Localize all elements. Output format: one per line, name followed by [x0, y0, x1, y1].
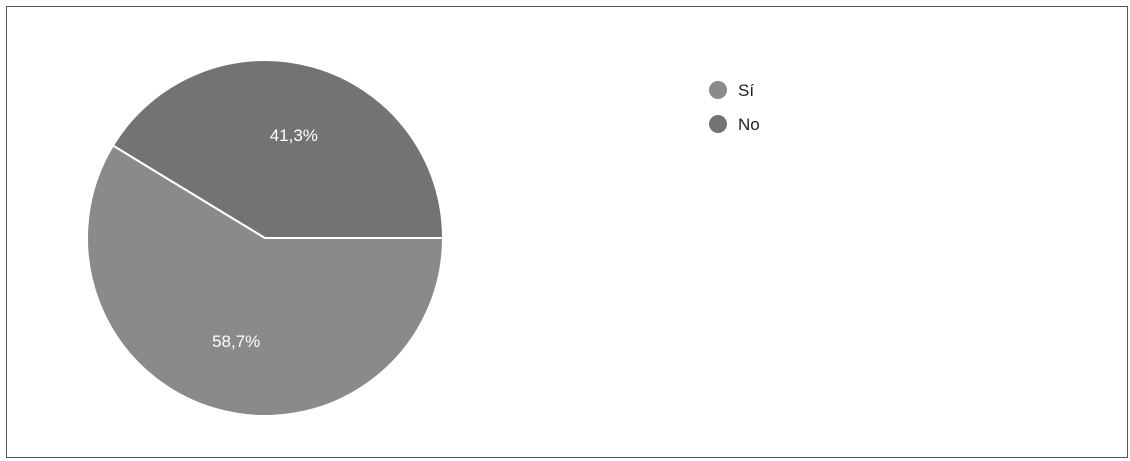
legend-label: No — [738, 115, 760, 134]
legend-swatch — [709, 81, 727, 99]
pie-labels: 58,7% 41,3% — [212, 126, 318, 351]
legend: Sí No — [709, 81, 760, 134]
slice-percent-label: 41,3% — [270, 126, 318, 145]
pie-slice-si — [86, 144, 445, 417]
legend-item: No — [709, 115, 760, 134]
pie-slice-no — [111, 59, 445, 239]
legend-label: Sí — [738, 81, 754, 100]
slice-percent-label: 58,7% — [212, 332, 260, 351]
pie-slices — [86, 59, 445, 417]
legend-swatch — [709, 115, 727, 133]
legend-item: Sí — [709, 81, 754, 100]
